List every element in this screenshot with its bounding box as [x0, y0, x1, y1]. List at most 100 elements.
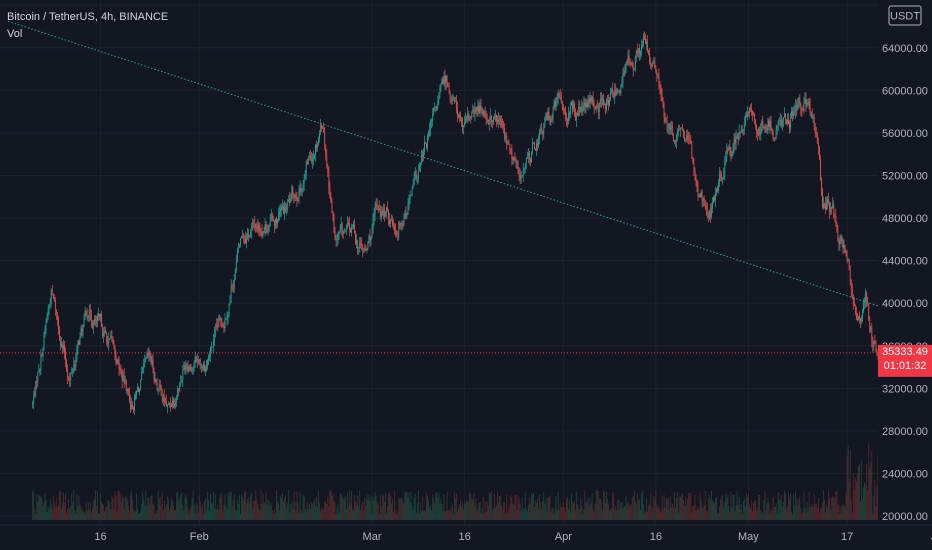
candle-body [593, 97, 594, 105]
volume-bar [543, 492, 544, 520]
volume-bar [818, 498, 819, 520]
symbol-title[interactable]: Bitcoin / TetherUS, 4h, BINANCE [7, 11, 168, 23]
candle-body [850, 269, 851, 281]
volume-bar [825, 512, 826, 520]
volume-bar [734, 495, 735, 520]
candle-body [186, 367, 187, 369]
volume-bar [656, 504, 657, 520]
candle-body [705, 201, 706, 205]
candle-body [720, 174, 721, 175]
candle-body [821, 178, 822, 189]
candle-body [119, 361, 120, 369]
candle-body [200, 364, 201, 365]
candle-body [168, 404, 169, 405]
candle-body [690, 142, 691, 144]
volume-bar [733, 495, 734, 520]
candle-body [799, 97, 800, 105]
volume-bar [664, 495, 665, 520]
candle-body [214, 331, 215, 339]
volume-bar [596, 490, 597, 520]
candle-body [363, 249, 364, 251]
candle-body [633, 66, 634, 70]
candle-body [494, 117, 495, 118]
candle-body [164, 396, 165, 401]
volume-bar [612, 492, 613, 520]
candle-body [252, 222, 253, 227]
volume-bar [726, 498, 727, 520]
candle-body [847, 256, 848, 261]
candle-body [743, 131, 744, 132]
volume-bar [667, 499, 668, 520]
volume-bar [309, 504, 310, 520]
volume-bar [101, 502, 102, 520]
candle-body [551, 119, 552, 123]
volume-bar [820, 508, 821, 520]
volume-bar [96, 506, 97, 520]
volume-bar [561, 507, 562, 520]
volume-bar [199, 496, 200, 520]
volume-bar [620, 503, 621, 520]
candle-body [162, 396, 163, 401]
candle-body [89, 310, 90, 318]
volume-bar [810, 506, 811, 520]
volume-bar [754, 500, 755, 520]
volume-bar [293, 492, 294, 520]
candle-body [769, 120, 770, 126]
candle-body [359, 242, 360, 247]
candle-body [69, 380, 70, 381]
candle-body [449, 86, 450, 93]
candle-body [314, 156, 315, 157]
candle-body [313, 156, 314, 159]
volume-bar [597, 491, 598, 520]
volume-bar [430, 506, 431, 520]
volume-bar [449, 510, 450, 520]
candle-body [780, 120, 781, 121]
volume-bar [388, 495, 389, 520]
x-tick-label: Feb [190, 531, 209, 543]
volume-bar [181, 492, 182, 520]
candle-body [434, 107, 435, 108]
volume-bar [768, 497, 769, 520]
volume-bar [711, 491, 712, 520]
volume-bar [179, 498, 180, 520]
candle-body [567, 119, 568, 121]
candle-body [606, 100, 607, 109]
candle-body [248, 234, 249, 237]
volume-bar [186, 495, 187, 520]
candle-body [529, 153, 530, 159]
candle-body [360, 242, 361, 243]
candle-body [779, 121, 780, 122]
volume-bar [481, 513, 482, 520]
volume-bar [540, 502, 541, 520]
candle-body [329, 188, 330, 197]
volume-bar [816, 504, 817, 520]
volume-bar [160, 497, 161, 520]
volume-bar [758, 495, 759, 520]
volume-bar [745, 506, 746, 520]
candle-body [101, 314, 102, 327]
volume-bar [824, 500, 825, 520]
candle-body [203, 364, 204, 368]
volume-bar [54, 502, 55, 520]
volume-bar [125, 496, 126, 520]
volume-bar [298, 503, 299, 520]
candle-body [428, 136, 429, 137]
volume-indicator-label[interactable]: Vol [7, 28, 22, 40]
candle-body [737, 136, 738, 137]
candle-body [481, 106, 482, 110]
volume-bar [849, 481, 850, 520]
candle-body [687, 135, 688, 139]
volume-bar [203, 514, 204, 520]
candle-body [436, 105, 437, 111]
volume-bar [473, 493, 474, 520]
volume-bar [572, 501, 573, 520]
candle-body [336, 239, 337, 240]
volume-bar [709, 495, 710, 520]
candle-body [198, 359, 199, 360]
candle-body [317, 144, 318, 148]
currency-badge[interactable]: USDT [889, 6, 921, 25]
candle-body [137, 387, 138, 391]
volume-bar [349, 490, 350, 520]
